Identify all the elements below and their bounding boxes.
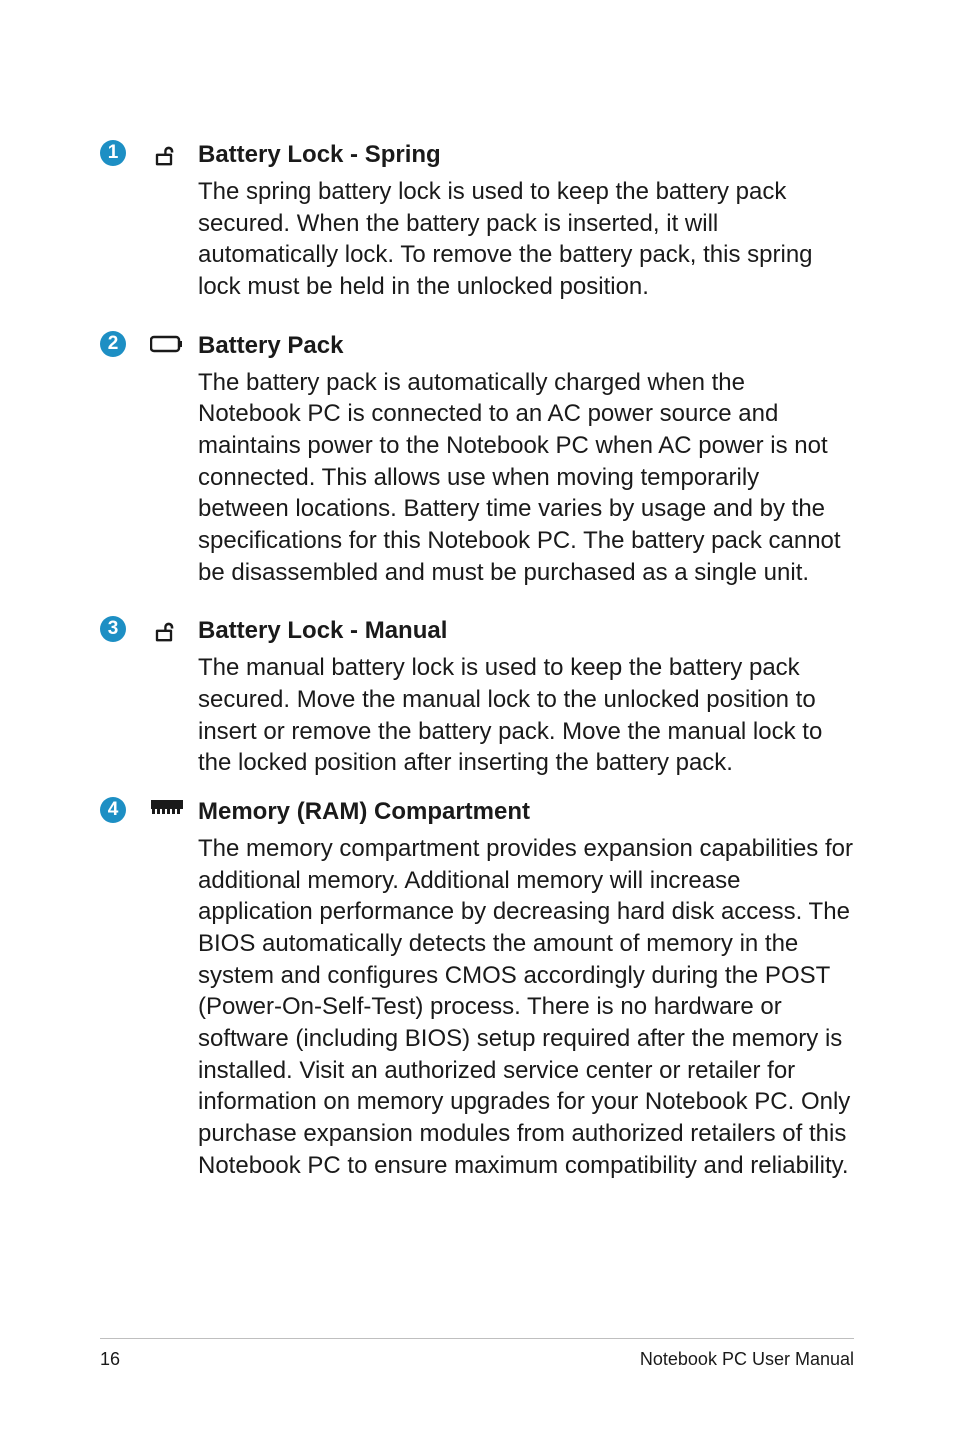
section-3-title: Battery Lock - Manual: [198, 616, 854, 646]
badge-3: 3: [100, 616, 126, 642]
section-memory-compartment: 4 Memory (RAM) Compartment The memory co…: [100, 797, 854, 1181]
section-battery-lock-spring: 1 Battery Lock - Spring The spring batte…: [100, 140, 854, 303]
badge-2: 2: [100, 331, 126, 357]
badge-3-number: 3: [108, 618, 119, 640]
lock-open-icon: [150, 142, 198, 170]
battery-icon: [150, 333, 198, 355]
badge-4-number: 4: [108, 799, 119, 821]
badge-1-number: 1: [108, 142, 119, 164]
section-2-title: Battery Pack: [198, 331, 854, 361]
doc-title: Notebook PC User Manual: [640, 1349, 854, 1370]
section-battery-pack: 2 Battery Pack The battery pack is autom…: [100, 331, 854, 589]
section-battery-lock-manual: 3 Battery Lock - Manual The manual batte…: [100, 616, 854, 779]
section-1-title: Battery Lock - Spring: [198, 140, 854, 170]
lock-open-icon: [150, 618, 198, 646]
section-3-body: The manual battery lock is used to keep …: [198, 652, 854, 779]
badge-1: 1: [100, 140, 126, 166]
section-1-body: The spring battery lock is used to keep …: [198, 176, 854, 303]
memory-icon: [150, 799, 198, 817]
page-footer: 16 Notebook PC User Manual: [100, 1338, 854, 1370]
section-2-body: The battery pack is automatically charge…: [198, 367, 854, 589]
badge-2-number: 2: [108, 333, 119, 355]
badge-4: 4: [100, 797, 126, 823]
section-4-title: Memory (RAM) Compartment: [198, 797, 854, 827]
section-4-body: The memory compartment provides expansio…: [198, 833, 854, 1181]
manual-page: 1 Battery Lock - Spring The spring batte…: [0, 0, 954, 1438]
page-number: 16: [100, 1349, 120, 1370]
